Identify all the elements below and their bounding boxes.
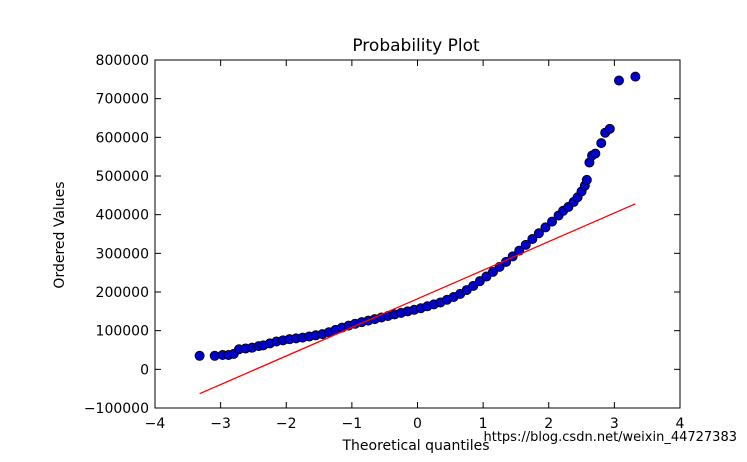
watermark-text: https://blog.csdn.net/weixin_44727383 [483, 430, 737, 445]
y-tick-label: 500000 [96, 169, 149, 185]
y-tick-label: −100000 [84, 401, 149, 417]
data-point [596, 138, 607, 149]
data-points [194, 71, 641, 361]
data-point [194, 350, 205, 361]
x-tick-label: 2 [544, 416, 553, 432]
data-point [520, 239, 531, 250]
x-tick-label: −1 [342, 416, 363, 432]
data-point [590, 148, 601, 159]
y-tick-label: 0 [140, 362, 149, 378]
data-point [630, 71, 641, 82]
data-point [533, 228, 544, 239]
data-point [487, 266, 498, 277]
data-point [540, 222, 551, 233]
y-tick-label: 600000 [96, 130, 149, 146]
fit-line [199, 203, 636, 395]
data-point [613, 75, 624, 86]
x-tick-label: −4 [145, 416, 166, 432]
y-tick-label: 800000 [96, 53, 149, 69]
x-axis-ticks: −4 −3 −2 −1 0 1 2 3 4 [145, 60, 685, 432]
x-tick-label: −2 [276, 416, 297, 432]
x-tick-label: 1 [479, 416, 488, 432]
y-tick-label: 200000 [96, 285, 149, 301]
data-point [581, 174, 592, 185]
x-axis-label: Theoretical quantiles [341, 438, 489, 454]
x-tick-label: 0 [413, 416, 422, 432]
x-tick-label: −3 [210, 416, 231, 432]
y-axis-label: Ordered Values [52, 181, 68, 288]
y-tick-label: 100000 [96, 324, 149, 340]
data-point [547, 216, 558, 227]
y-tick-label: 700000 [96, 92, 149, 108]
y-axis-ticks: −100000 0 100000 200000 300000 400000 500000 60… [84, 53, 680, 417]
x-tick-label: 3 [610, 416, 619, 432]
y-tick-label: 400000 [96, 208, 149, 224]
plot-frame [154, 59, 681, 409]
y-tick-label: 300000 [96, 246, 149, 262]
data-point [604, 123, 615, 134]
data-point [527, 234, 538, 245]
x-tick-label: 4 [676, 416, 685, 432]
fit-line-group [199, 203, 636, 395]
chart-title: Probability Plot [352, 36, 480, 56]
